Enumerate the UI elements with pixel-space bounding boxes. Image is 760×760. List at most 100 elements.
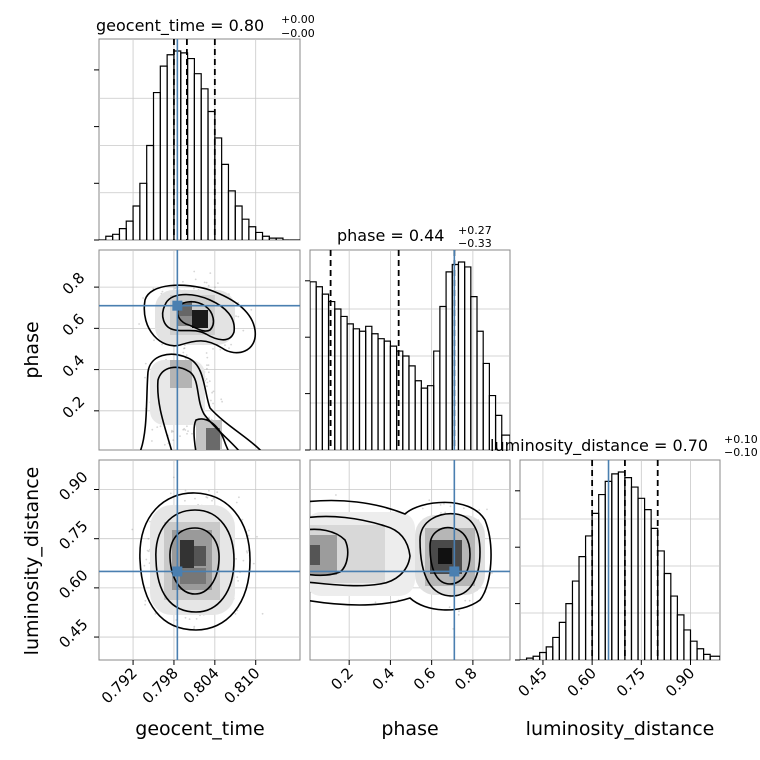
sample-point — [153, 339, 155, 342]
sample-point — [211, 391, 214, 394]
sample-point — [149, 520, 151, 523]
sample-point — [206, 385, 208, 388]
panel-hist-luminosity-distance — [515, 459, 721, 661]
panel-hist-geocent-time — [94, 38, 301, 241]
contour-line — [429, 526, 471, 585]
contour-line — [161, 293, 235, 341]
density-cell — [310, 545, 320, 565]
sample-point — [444, 511, 447, 514]
xlabel-geocent-time: geocent_time — [135, 718, 264, 740]
sample-point — [219, 348, 222, 351]
sample-point — [458, 610, 460, 613]
contour-line — [193, 418, 229, 450]
sample-point — [194, 278, 197, 281]
sample-point — [491, 572, 493, 574]
sample-point — [261, 612, 264, 615]
sample-point — [188, 618, 191, 620]
sample-point — [183, 347, 186, 350]
sample-point — [209, 272, 212, 274]
density-cell — [178, 316, 192, 326]
sample-point — [206, 356, 209, 359]
title-label: phase = 0.44 — [337, 226, 444, 245]
sample-point — [183, 347, 185, 350]
contour-line — [176, 300, 215, 332]
histogram-bar — [501, 434, 510, 450]
contour-line — [419, 512, 481, 597]
sample-point — [252, 562, 255, 565]
sample-point — [163, 443, 166, 446]
sample-point — [235, 558, 238, 560]
sample-point — [184, 616, 187, 619]
sample-point — [154, 613, 157, 615]
truth-marker — [449, 566, 460, 577]
sample-point — [224, 344, 226, 347]
title-plus: +0.27 — [458, 224, 492, 237]
sample-point — [486, 508, 488, 511]
x-tick-label: 0.90 — [662, 664, 698, 700]
density-cell — [438, 548, 452, 564]
x-tick-label: 0.2 — [327, 664, 357, 694]
xlabel-phase: phase — [381, 718, 438, 740]
title-plus: +0.10 — [724, 433, 758, 446]
density-cell — [170, 360, 192, 388]
sample-point — [191, 432, 193, 435]
sample-point — [221, 400, 224, 403]
ylabel-phase: phase — [21, 321, 43, 378]
histogram-bar — [494, 414, 503, 450]
panel-2d-phase-vs-geocent-time: 0.2 0.4 0.6 0.8 — [59, 249, 301, 452]
contour-line — [156, 366, 240, 450]
x-tick-label: 0.45 — [514, 664, 550, 700]
sample-point — [238, 496, 240, 499]
contour-line — [143, 284, 256, 354]
sample-point — [206, 381, 209, 384]
title-minus: −0.33 — [458, 237, 492, 250]
sample-point — [235, 501, 238, 504]
x-tick-label: 0.6 — [410, 664, 440, 694]
sample-point — [185, 354, 188, 357]
panel-frame — [98, 38, 301, 241]
sample-point — [206, 367, 208, 370]
y-tick-label: 0.45 — [55, 615, 91, 651]
density-cell — [192, 310, 208, 328]
sample-point — [428, 499, 431, 502]
sample-point — [144, 603, 147, 606]
sample-point — [235, 315, 237, 317]
sample-point — [306, 592, 308, 594]
sample-point — [210, 399, 212, 402]
x-tick-label: 0.8 — [451, 664, 481, 694]
sample-point — [478, 509, 481, 511]
sample-point — [216, 491, 219, 494]
sample-point — [468, 599, 471, 602]
y-tick-label: 0.90 — [55, 468, 91, 504]
sample-point — [131, 528, 134, 531]
sample-point — [184, 429, 187, 431]
sample-point — [306, 569, 308, 571]
title-geocent-time: geocent_time = 0.80 +0.00 −0.00 — [96, 13, 315, 40]
title-minus: −0.10 — [724, 446, 758, 459]
density-cell — [180, 540, 194, 568]
sample-point — [172, 476, 175, 479]
sample-point — [217, 282, 219, 284]
sample-point — [256, 535, 258, 538]
contour-line — [139, 492, 251, 631]
sample-point — [237, 315, 240, 318]
density-cell — [206, 428, 220, 450]
y-tick-label: 0.60 — [55, 566, 91, 602]
sample-point — [247, 534, 250, 537]
x-tick-label: 0.810 — [220, 664, 263, 707]
panel-hist-phase — [305, 249, 511, 451]
histogram-bar — [275, 237, 284, 240]
sample-point — [439, 504, 442, 506]
sample-point — [211, 499, 213, 502]
sample-point — [228, 347, 230, 349]
sample-point — [241, 518, 244, 521]
sample-point — [205, 281, 208, 284]
sample-point — [234, 613, 237, 615]
sample-point — [186, 432, 188, 435]
sample-point — [208, 489, 210, 492]
sample-point — [187, 430, 189, 432]
panel-frame — [309, 249, 511, 451]
sample-point — [220, 398, 223, 401]
sample-point — [161, 450, 163, 452]
